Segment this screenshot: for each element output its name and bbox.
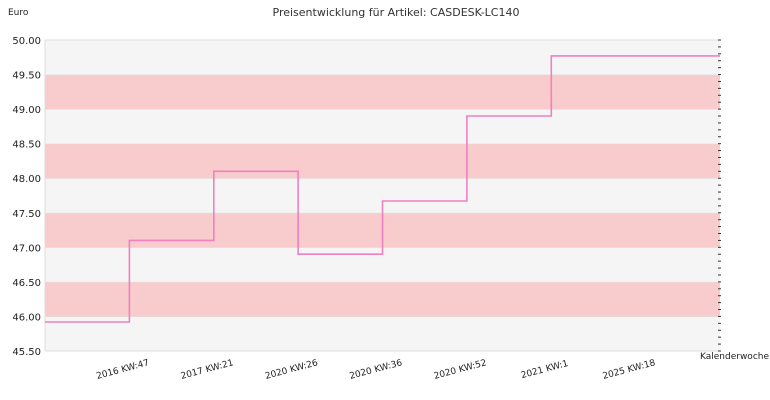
x-tick-label: 2021 KW:1 bbox=[520, 359, 569, 381]
y-tick-label: 50.00 bbox=[12, 36, 41, 47]
x-tick-label: 2020 KW:36 bbox=[349, 358, 404, 382]
y-tick-label: 49.00 bbox=[12, 105, 41, 116]
chart-title: Preisentwicklung für Artikel: CASDESK-LC… bbox=[273, 6, 520, 19]
x-tick-label: 2020 KW:26 bbox=[264, 358, 319, 382]
background-band bbox=[45, 316, 720, 351]
y-tick-label: 46.50 bbox=[12, 278, 41, 289]
x-tick-label: 2016 KW:47 bbox=[95, 358, 150, 382]
x-tick-label: 2025 KW:18 bbox=[602, 358, 657, 382]
y-tick-label: 48.50 bbox=[12, 140, 41, 151]
y-tick-label: 48.00 bbox=[12, 174, 41, 185]
y-axis-ticks: 45.50 46.00 46.50 47.00 47.50 48.00 48.50 49.00… bbox=[12, 36, 41, 358]
x-tick-label: 2020 KW:52 bbox=[433, 358, 488, 382]
y-axis-label: Euro bbox=[8, 8, 29, 18]
series-line-group bbox=[45, 55, 720, 323]
x-axis-ticks: 2016 KW:47 2017 KW:21 2020 KW:26 2020 KW:36… bbox=[95, 358, 656, 382]
series-line bbox=[45, 55, 720, 323]
background-band bbox=[45, 74, 720, 110]
background-band bbox=[45, 40, 720, 75]
background-band bbox=[45, 109, 720, 144]
y-tick-label: 45.50 bbox=[12, 347, 41, 358]
right-minor-ticks bbox=[718, 39, 721, 352]
y-tick-label: 47.50 bbox=[12, 209, 41, 220]
y-tick-label: 46.00 bbox=[12, 312, 41, 323]
x-axis-label: Kalenderwoche bbox=[700, 352, 769, 362]
background-bands bbox=[44, 39, 720, 352]
background-band bbox=[45, 281, 720, 317]
y-tick-label: 47.00 bbox=[12, 243, 41, 254]
x-tick-label: 2017 KW:21 bbox=[180, 358, 235, 382]
background-band bbox=[45, 143, 720, 179]
y-tick-label: 49.50 bbox=[12, 71, 41, 82]
